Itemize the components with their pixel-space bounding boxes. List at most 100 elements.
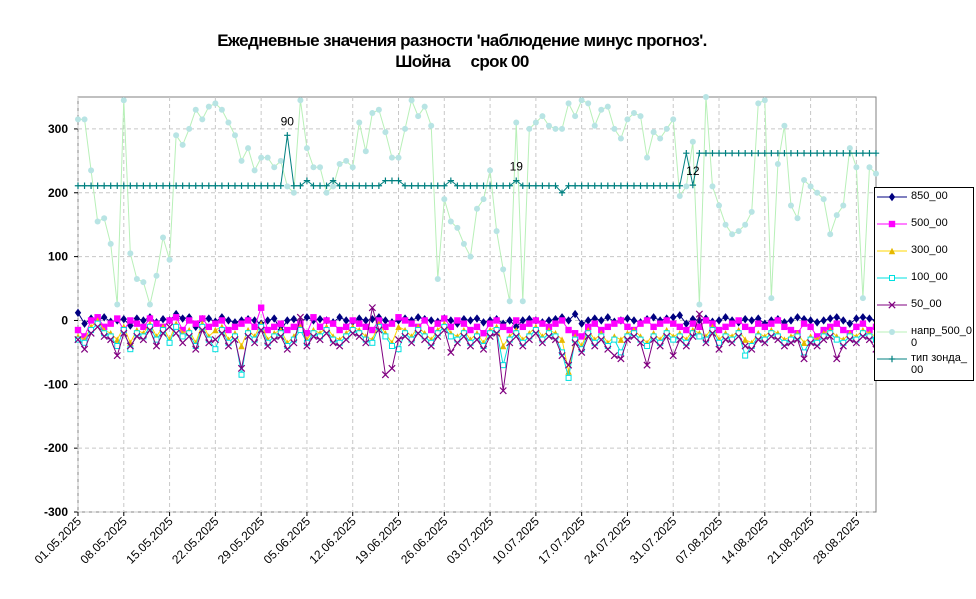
marker [755, 320, 762, 327]
marker [395, 314, 402, 321]
marker [369, 182, 376, 189]
marker [493, 182, 500, 189]
x-tick-label: 17.07.2025 [535, 514, 588, 567]
marker [649, 335, 658, 344]
marker [480, 330, 487, 337]
legend-swatch [877, 355, 907, 363]
marker [414, 313, 422, 322]
marker [284, 316, 291, 325]
marker [578, 348, 586, 357]
marker [650, 182, 657, 189]
marker [296, 313, 305, 321]
marker [166, 317, 173, 324]
marker [74, 182, 82, 189]
marker [670, 182, 677, 189]
marker [447, 177, 455, 184]
marker [519, 342, 527, 350]
marker [290, 189, 297, 196]
marker [611, 336, 618, 343]
marker [316, 335, 324, 344]
marker [172, 329, 180, 337]
marker [702, 339, 710, 347]
marker [421, 103, 428, 110]
marker [447, 218, 454, 225]
marker [447, 316, 455, 325]
marker [500, 266, 507, 273]
marker [888, 355, 896, 363]
marker [888, 301, 896, 309]
marker [780, 342, 789, 350]
marker [676, 182, 683, 189]
marker [827, 231, 834, 238]
marker [127, 250, 134, 257]
marker [643, 317, 651, 324]
marker [598, 106, 605, 113]
x-tick-label: 15.05.2025 [123, 514, 176, 567]
marker [395, 177, 402, 184]
marker [480, 196, 487, 203]
marker [421, 182, 428, 189]
marker [441, 315, 448, 322]
y-tick-label: 0 [61, 313, 68, 327]
marker [499, 387, 507, 395]
marker [722, 221, 729, 228]
marker [551, 335, 560, 344]
marker [414, 329, 422, 337]
marker [866, 164, 873, 171]
marker [578, 333, 585, 340]
marker [107, 240, 114, 247]
marker [689, 181, 697, 189]
marker [709, 183, 716, 190]
legend-label: напр_500_00 [911, 325, 972, 349]
marker [160, 234, 167, 241]
marker [663, 332, 671, 341]
marker [853, 323, 860, 331]
legend-item: тип зонда_00 [877, 352, 973, 379]
marker [179, 182, 186, 189]
marker [806, 339, 815, 347]
marker [251, 167, 258, 174]
marker [394, 335, 403, 344]
marker [133, 320, 141, 327]
marker [218, 106, 225, 113]
marker [309, 332, 318, 341]
x-tick-label: 19.06.2025 [352, 514, 405, 567]
marker [820, 149, 827, 157]
marker [75, 116, 81, 123]
marker [342, 323, 350, 331]
marker [440, 326, 448, 334]
marker [231, 182, 239, 189]
marker [637, 182, 644, 189]
marker [873, 170, 879, 177]
marker [284, 183, 291, 190]
marker [846, 149, 854, 157]
marker [487, 167, 494, 174]
marker [591, 122, 598, 129]
marker [113, 351, 121, 360]
marker [225, 326, 232, 334]
marker [473, 182, 481, 189]
marker [833, 313, 840, 322]
marker [617, 182, 625, 189]
marker [153, 320, 160, 327]
marker [421, 317, 428, 324]
marker [888, 247, 896, 255]
marker [637, 320, 644, 327]
marker [761, 323, 769, 331]
marker [755, 100, 762, 107]
marker [728, 320, 736, 327]
marker [813, 318, 821, 327]
marker [369, 109, 376, 116]
marker [199, 315, 206, 322]
marker [467, 253, 474, 260]
x-tick-label: 08.05.2025 [78, 514, 131, 567]
legend-item: 850_00 [877, 190, 973, 217]
marker [859, 332, 867, 341]
marker [310, 314, 317, 321]
marker [375, 182, 383, 189]
marker [669, 351, 677, 360]
marker [598, 182, 605, 189]
marker [467, 316, 474, 325]
marker [224, 342, 233, 350]
